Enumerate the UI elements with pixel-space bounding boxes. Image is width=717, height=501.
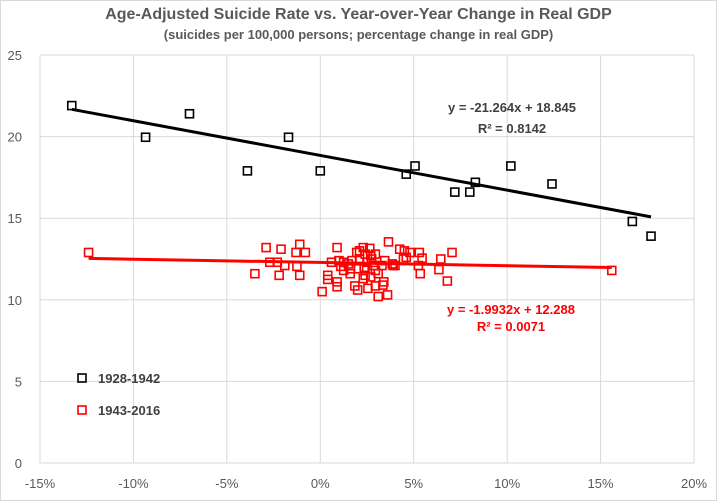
data-point-1928-1942 (506, 161, 516, 171)
data-point-1943-2016 (300, 247, 311, 258)
data-point-1943-2016 (370, 249, 381, 259)
data-point-1943-2016 (378, 280, 388, 290)
data-point-1928-1942 (470, 177, 481, 188)
legend-label-1943-2016: 1943-2016 (98, 403, 160, 418)
data-point-1943-2016 (358, 242, 369, 253)
y-tick-label: 10 (8, 293, 22, 308)
x-tick-label: 20% (681, 476, 707, 491)
data-point-1943-2016 (332, 242, 342, 253)
x-tick-label: 10% (494, 476, 520, 491)
data-point-1943-2016 (377, 260, 387, 271)
trendline-1943-2016 (88, 256, 612, 270)
y-tick-label: 0 (15, 456, 22, 471)
y-tick-label: 25 (8, 48, 22, 63)
data-point-1943-2016 (276, 244, 286, 255)
data-point-1943-2016 (414, 247, 425, 258)
data-point-1943-2016 (388, 260, 398, 271)
trendline-r2-1943-2016: R² = 0.0071 (477, 319, 545, 334)
data-point-1943-2016 (279, 260, 290, 271)
data-point-1943-2016 (387, 259, 398, 269)
x-tick-label: -5% (215, 476, 239, 491)
data-point-1928-1942 (315, 166, 326, 176)
data-point-1943-2016 (436, 254, 446, 264)
legend: 1928-1942 1943-2016 (77, 371, 160, 418)
data-point-1943-2016 (292, 261, 302, 272)
data-point-1943-2016 (291, 247, 301, 258)
trendline-r2-1928-1942: R² = 0.8142 (478, 121, 546, 136)
data-point-1943-2016 (606, 265, 617, 276)
legend-marker-1928-1942 (77, 373, 87, 383)
trendline-1928-1942 (71, 107, 652, 219)
data-point-1943-2016 (294, 270, 305, 281)
data-point-1943-2016 (365, 243, 375, 254)
data-point-1943-2016 (434, 264, 444, 275)
data-point-1928-1942 (283, 132, 294, 143)
data-point-1928-1942 (547, 179, 557, 189)
chart-title: Age-Adjusted Suicide Rate vs. Year-over-… (105, 6, 612, 23)
y-tick-label: 20 (8, 130, 22, 145)
y-tick-label: 5 (15, 374, 22, 389)
data-point-1928-1942 (464, 187, 475, 197)
data-point-1943-2016 (250, 268, 260, 279)
data-point-1928-1942 (184, 108, 195, 119)
data-point-1928-1942 (410, 161, 420, 171)
data-point-1943-2016 (338, 265, 349, 276)
x-tick-label: -10% (118, 476, 149, 491)
y-tick-label: 15 (8, 211, 22, 226)
data-point-1928-1942 (66, 100, 77, 111)
legend-marker-1943-2016 (77, 405, 87, 415)
data-point-1943-2016 (332, 281, 342, 292)
data-point-1943-2016 (415, 268, 426, 279)
data-point-1943-2016 (294, 239, 305, 250)
data-point-1943-2016 (362, 257, 372, 268)
data-point-1943-2016 (322, 274, 333, 285)
data-point-1943-2016 (382, 290, 393, 300)
data-point-1943-2016 (317, 286, 327, 297)
data-point-1928-1942 (627, 216, 638, 227)
data-point-1943-2016 (274, 270, 284, 281)
trendline-equation-1943-2016: y = -1.9932x + 12.288 (447, 302, 575, 317)
data-point-1928-1942 (401, 169, 412, 179)
data-point-1928-1942 (242, 166, 253, 176)
data-point-1928-1942 (140, 132, 151, 143)
x-tick-label: -15% (25, 476, 56, 491)
data-point-1943-2016 (373, 291, 384, 302)
x-tick-label: 15% (588, 476, 614, 491)
x-tick-label: 5% (404, 476, 423, 491)
data-point-1943-2016 (442, 276, 453, 286)
legend-label-1928-1942: 1928-1942 (98, 371, 160, 386)
data-point-1943-2016 (359, 263, 369, 274)
data-point-1943-2016 (401, 252, 412, 263)
data-point-1943-2016 (398, 254, 409, 264)
data-point-1928-1942 (646, 231, 656, 241)
data-point-1943-2016 (353, 263, 364, 274)
data-point-1943-2016 (83, 247, 94, 258)
chart-subtitle: (suicides per 100,000 persons; percentag… (163, 27, 554, 42)
data-point-1943-2016 (447, 247, 457, 258)
x-tick-label: 0% (311, 476, 330, 491)
trendline-equation-1928-1942: y = -21.264x + 18.845 (448, 100, 576, 115)
data-point-1943-2016 (352, 285, 363, 295)
data-point-1943-2016 (383, 237, 394, 247)
data-point-1928-1942 (450, 187, 460, 197)
data-point-1943-2016 (261, 242, 271, 253)
data-point-1943-2016 (358, 273, 369, 284)
data-point-1943-2016 (332, 277, 342, 287)
